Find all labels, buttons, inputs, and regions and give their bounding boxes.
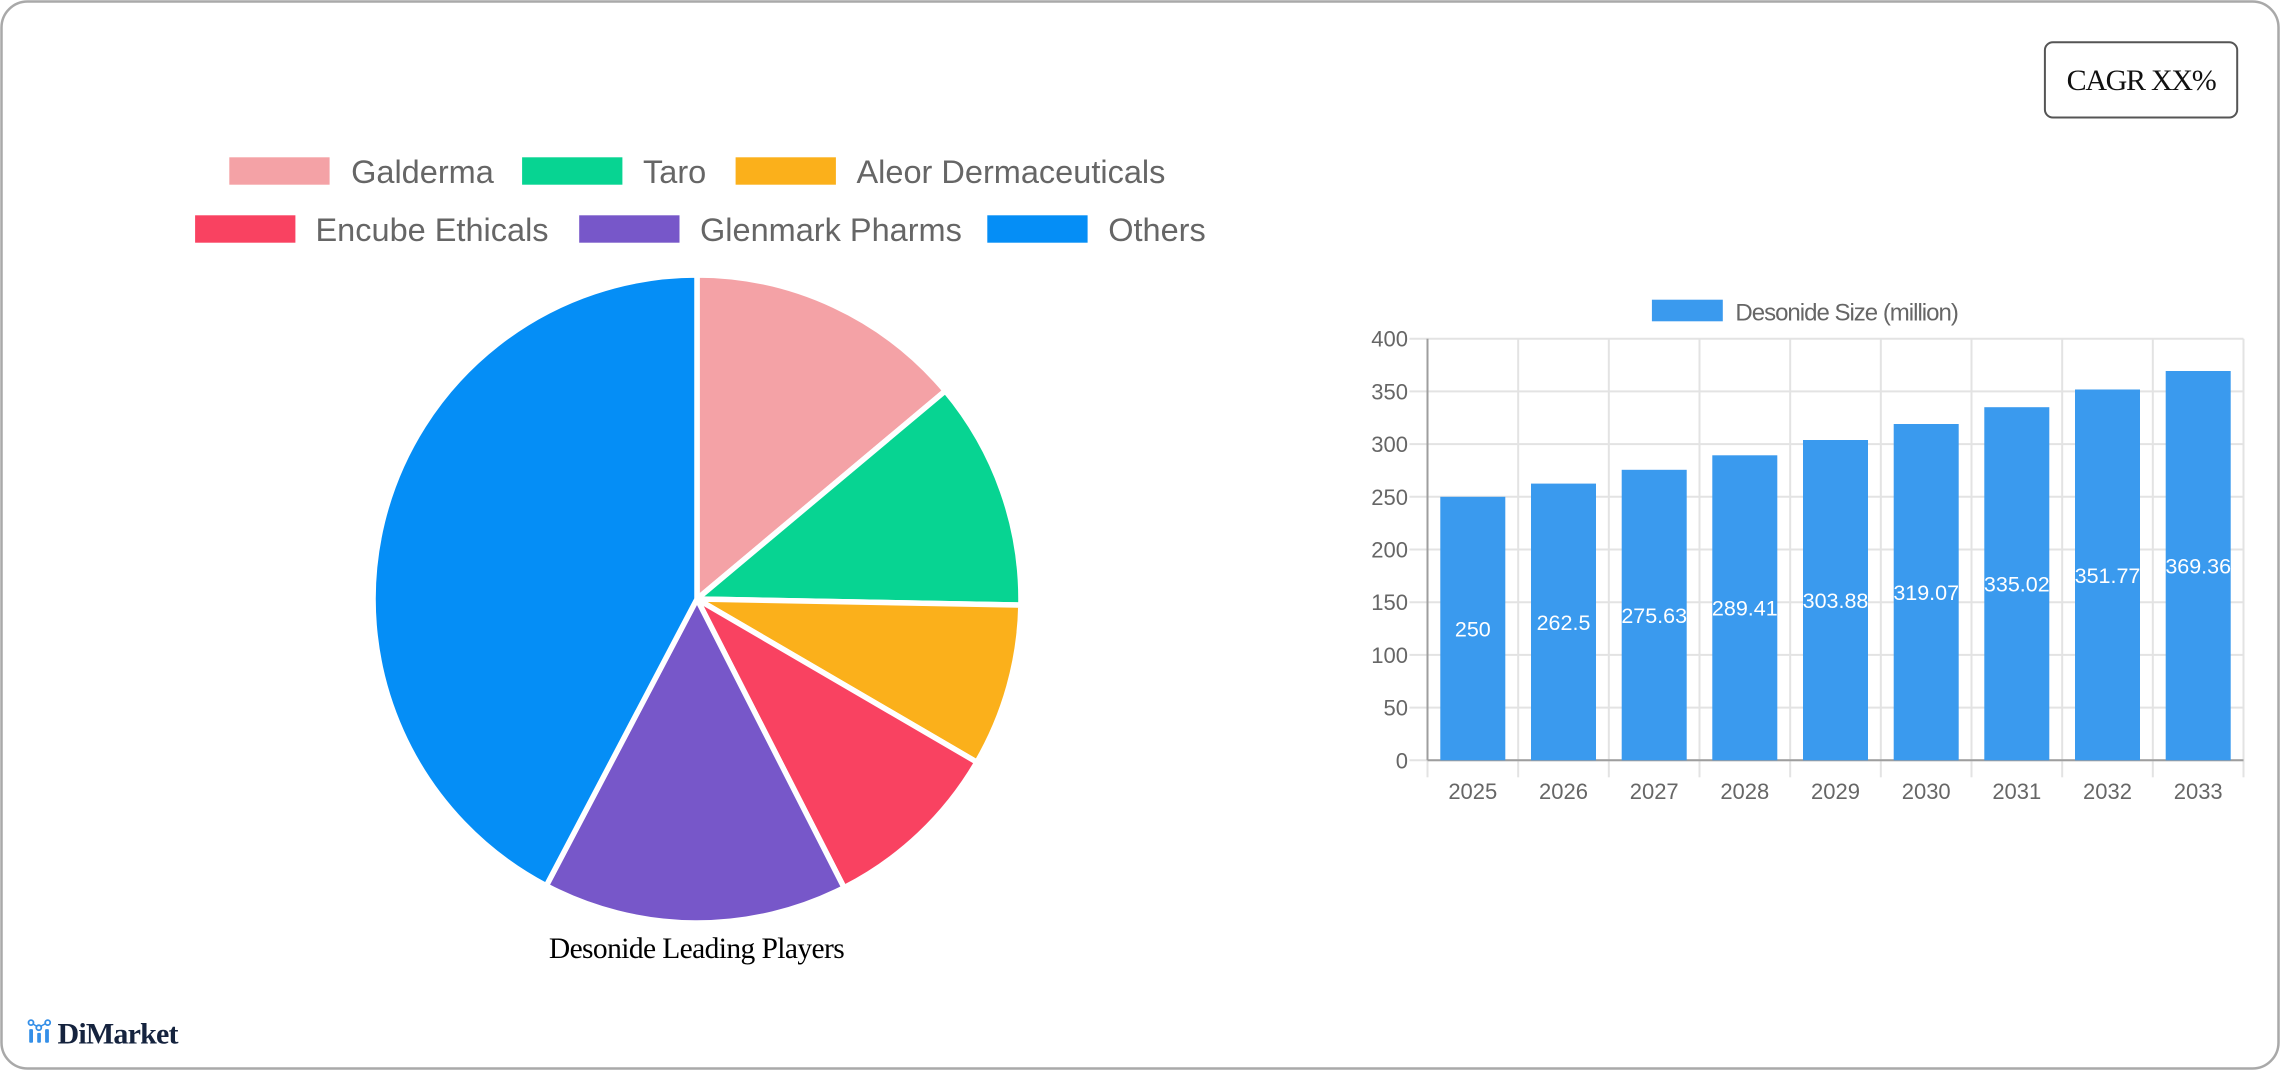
svg-text:2027: 2027: [1630, 779, 1679, 804]
svg-text:Encube Ethicals: Encube Ethicals: [316, 212, 549, 248]
svg-text:2033: 2033: [2174, 779, 2223, 804]
svg-text:303.88: 303.88: [1803, 589, 1869, 613]
svg-text:0: 0: [1396, 748, 1408, 773]
svg-text:CAGR XX%: CAGR XX%: [2067, 64, 2216, 97]
svg-text:50: 50: [1384, 696, 1408, 721]
svg-text:351.77: 351.77: [2075, 564, 2141, 588]
svg-text:250: 250: [1371, 485, 1408, 510]
svg-text:250: 250: [1455, 617, 1491, 641]
svg-text:Others: Others: [1108, 212, 1206, 248]
svg-text:289.41: 289.41: [1712, 597, 1778, 621]
svg-text:2031: 2031: [1992, 779, 2041, 804]
svg-text:DiMarket: DiMarket: [58, 1018, 179, 1051]
svg-text:275.63: 275.63: [1621, 604, 1687, 628]
svg-text:300: 300: [1371, 432, 1408, 457]
svg-text:369.36: 369.36: [2165, 555, 2231, 579]
svg-text:100: 100: [1371, 643, 1408, 668]
svg-text:350: 350: [1371, 379, 1408, 404]
svg-text:150: 150: [1371, 590, 1408, 615]
svg-text:Glenmark Pharms: Glenmark Pharms: [700, 212, 962, 248]
svg-text:2025: 2025: [1448, 779, 1497, 804]
svg-text:Galderma: Galderma: [351, 154, 495, 190]
svg-text:2028: 2028: [1720, 779, 1769, 804]
svg-text:Taro: Taro: [643, 154, 706, 190]
svg-text:Desonide Leading Players: Desonide Leading Players: [549, 933, 844, 965]
svg-text:262.5: 262.5: [1537, 611, 1591, 635]
svg-text:335.02: 335.02: [1984, 573, 2050, 597]
svg-text:2032: 2032: [2083, 779, 2132, 804]
svg-text:200: 200: [1371, 538, 1408, 563]
svg-text:2026: 2026: [1539, 779, 1588, 804]
svg-text:400: 400: [1371, 327, 1408, 352]
svg-text:2030: 2030: [1902, 779, 1951, 804]
svg-text:2029: 2029: [1811, 779, 1860, 804]
svg-text:Desonide Size (million): Desonide Size (million): [1735, 300, 1957, 327]
svg-text:319.07: 319.07: [1893, 581, 1959, 605]
svg-text:Aleor Dermaceuticals: Aleor Dermaceuticals: [857, 154, 1166, 190]
